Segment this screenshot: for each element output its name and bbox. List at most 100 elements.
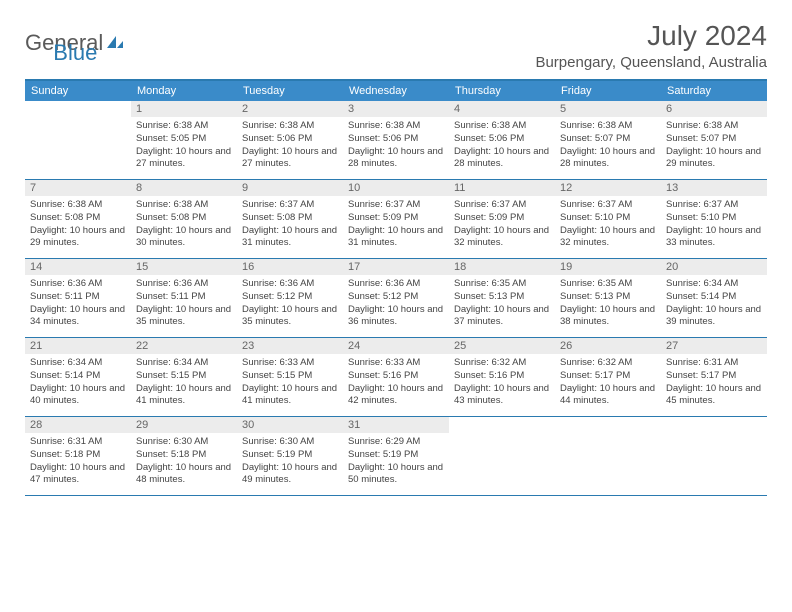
daylight-text: Daylight: 10 hours and 30 minutes.: [136, 225, 232, 251]
day-cell: [555, 417, 661, 495]
sunset-text: Sunset: 5:18 PM: [136, 449, 232, 462]
logo-text-2: Blue: [53, 40, 97, 66]
day-header: Monday: [131, 81, 237, 101]
day-cell: 20Sunrise: 6:34 AMSunset: 5:14 PMDayligh…: [661, 259, 767, 337]
day-body: Sunrise: 6:33 AMSunset: 5:15 PMDaylight:…: [237, 354, 343, 413]
day-number: 23: [237, 338, 343, 354]
sunset-text: Sunset: 5:08 PM: [136, 212, 232, 225]
sunrise-text: Sunrise: 6:31 AM: [666, 357, 762, 370]
sunrise-text: Sunrise: 6:34 AM: [666, 278, 762, 291]
daylight-text: Daylight: 10 hours and 47 minutes.: [30, 462, 126, 488]
sunset-text: Sunset: 5:14 PM: [30, 370, 126, 383]
daylight-text: Daylight: 10 hours and 35 minutes.: [136, 304, 232, 330]
day-cell: 7Sunrise: 6:38 AMSunset: 5:08 PMDaylight…: [25, 180, 131, 258]
sunset-text: Sunset: 5:17 PM: [666, 370, 762, 383]
sunset-text: Sunset: 5:15 PM: [242, 370, 338, 383]
day-number: 30: [237, 417, 343, 433]
day-cell: 14Sunrise: 6:36 AMSunset: 5:11 PMDayligh…: [25, 259, 131, 337]
daylight-text: Daylight: 10 hours and 32 minutes.: [454, 225, 550, 251]
day-body: Sunrise: 6:33 AMSunset: 5:16 PMDaylight:…: [343, 354, 449, 413]
daylight-text: Daylight: 10 hours and 40 minutes.: [30, 383, 126, 409]
day-number: 16: [237, 259, 343, 275]
sunrise-text: Sunrise: 6:31 AM: [30, 436, 126, 449]
daylight-text: Daylight: 10 hours and 50 minutes.: [348, 462, 444, 488]
day-header: Saturday: [661, 81, 767, 101]
day-body: Sunrise: 6:32 AMSunset: 5:17 PMDaylight:…: [555, 354, 661, 413]
day-number: 19: [555, 259, 661, 275]
daylight-text: Daylight: 10 hours and 37 minutes.: [454, 304, 550, 330]
sunrise-text: Sunrise: 6:38 AM: [242, 120, 338, 133]
sunrise-text: Sunrise: 6:38 AM: [666, 120, 762, 133]
sunrise-text: Sunrise: 6:30 AM: [136, 436, 232, 449]
sunrise-text: Sunrise: 6:29 AM: [348, 436, 444, 449]
day-body: Sunrise: 6:36 AMSunset: 5:12 PMDaylight:…: [237, 275, 343, 334]
sunset-text: Sunset: 5:16 PM: [348, 370, 444, 383]
week-row: 7Sunrise: 6:38 AMSunset: 5:08 PMDaylight…: [25, 180, 767, 259]
sunrise-text: Sunrise: 6:32 AM: [560, 357, 656, 370]
day-number: 28: [25, 417, 131, 433]
daylight-text: Daylight: 10 hours and 45 minutes.: [666, 383, 762, 409]
sunrise-text: Sunrise: 6:37 AM: [560, 199, 656, 212]
sunrise-text: Sunrise: 6:30 AM: [242, 436, 338, 449]
title-block: July 2024 Burpengary, Queensland, Austra…: [535, 20, 767, 71]
day-body: Sunrise: 6:37 AMSunset: 5:08 PMDaylight:…: [237, 196, 343, 255]
day-cell: 17Sunrise: 6:36 AMSunset: 5:12 PMDayligh…: [343, 259, 449, 337]
day-number: 9: [237, 180, 343, 196]
day-number: 2: [237, 101, 343, 117]
day-cell: 29Sunrise: 6:30 AMSunset: 5:18 PMDayligh…: [131, 417, 237, 495]
day-cell: 21Sunrise: 6:34 AMSunset: 5:14 PMDayligh…: [25, 338, 131, 416]
day-body: Sunrise: 6:34 AMSunset: 5:14 PMDaylight:…: [25, 354, 131, 413]
day-cell: 10Sunrise: 6:37 AMSunset: 5:09 PMDayligh…: [343, 180, 449, 258]
sunset-text: Sunset: 5:18 PM: [30, 449, 126, 462]
day-number: 25: [449, 338, 555, 354]
day-cell: 22Sunrise: 6:34 AMSunset: 5:15 PMDayligh…: [131, 338, 237, 416]
sunset-text: Sunset: 5:10 PM: [560, 212, 656, 225]
day-cell: 15Sunrise: 6:36 AMSunset: 5:11 PMDayligh…: [131, 259, 237, 337]
day-body: Sunrise: 6:38 AMSunset: 5:05 PMDaylight:…: [131, 117, 237, 176]
day-body: Sunrise: 6:34 AMSunset: 5:14 PMDaylight:…: [661, 275, 767, 334]
day-cell: 4Sunrise: 6:38 AMSunset: 5:06 PMDaylight…: [449, 101, 555, 179]
week-row: 1Sunrise: 6:38 AMSunset: 5:05 PMDaylight…: [25, 101, 767, 180]
day-body: Sunrise: 6:38 AMSunset: 5:06 PMDaylight:…: [343, 117, 449, 176]
sunset-text: Sunset: 5:17 PM: [560, 370, 656, 383]
week-row: 14Sunrise: 6:36 AMSunset: 5:11 PMDayligh…: [25, 259, 767, 338]
sunrise-text: Sunrise: 6:37 AM: [454, 199, 550, 212]
day-cell: [25, 101, 131, 179]
sunrise-text: Sunrise: 6:38 AM: [136, 120, 232, 133]
sunset-text: Sunset: 5:12 PM: [242, 291, 338, 304]
day-header: Thursday: [449, 81, 555, 101]
day-body: Sunrise: 6:38 AMSunset: 5:07 PMDaylight:…: [661, 117, 767, 176]
day-header: Sunday: [25, 81, 131, 101]
week-row: 28Sunrise: 6:31 AMSunset: 5:18 PMDayligh…: [25, 417, 767, 496]
daylight-text: Daylight: 10 hours and 33 minutes.: [666, 225, 762, 251]
calendar-grid: Sunday Monday Tuesday Wednesday Thursday…: [25, 79, 767, 496]
location: Burpengary, Queensland, Australia: [535, 54, 767, 71]
daylight-text: Daylight: 10 hours and 43 minutes.: [454, 383, 550, 409]
day-body: Sunrise: 6:36 AMSunset: 5:12 PMDaylight:…: [343, 275, 449, 334]
daylight-text: Daylight: 10 hours and 35 minutes.: [242, 304, 338, 330]
day-number: 1: [131, 101, 237, 117]
calendar-page: General Blue July 2024 Burpengary, Queen…: [0, 0, 792, 516]
sunrise-text: Sunrise: 6:36 AM: [136, 278, 232, 291]
daylight-text: Daylight: 10 hours and 28 minutes.: [560, 146, 656, 172]
day-number: 20: [661, 259, 767, 275]
day-body: Sunrise: 6:36 AMSunset: 5:11 PMDaylight:…: [25, 275, 131, 334]
day-number: 22: [131, 338, 237, 354]
day-number: 31: [343, 417, 449, 433]
sunrise-text: Sunrise: 6:38 AM: [560, 120, 656, 133]
day-cell: 30Sunrise: 6:30 AMSunset: 5:19 PMDayligh…: [237, 417, 343, 495]
daylight-text: Daylight: 10 hours and 41 minutes.: [242, 383, 338, 409]
day-cell: 2Sunrise: 6:38 AMSunset: 5:06 PMDaylight…: [237, 101, 343, 179]
sunset-text: Sunset: 5:14 PM: [666, 291, 762, 304]
day-number: 27: [661, 338, 767, 354]
week-row: 21Sunrise: 6:34 AMSunset: 5:14 PMDayligh…: [25, 338, 767, 417]
day-cell: 1Sunrise: 6:38 AMSunset: 5:05 PMDaylight…: [131, 101, 237, 179]
day-cell: 23Sunrise: 6:33 AMSunset: 5:15 PMDayligh…: [237, 338, 343, 416]
sunset-text: Sunset: 5:16 PM: [454, 370, 550, 383]
day-cell: 9Sunrise: 6:37 AMSunset: 5:08 PMDaylight…: [237, 180, 343, 258]
day-cell: 12Sunrise: 6:37 AMSunset: 5:10 PMDayligh…: [555, 180, 661, 258]
sunset-text: Sunset: 5:13 PM: [560, 291, 656, 304]
day-cell: 11Sunrise: 6:37 AMSunset: 5:09 PMDayligh…: [449, 180, 555, 258]
sunrise-text: Sunrise: 6:38 AM: [136, 199, 232, 212]
day-cell: [449, 417, 555, 495]
